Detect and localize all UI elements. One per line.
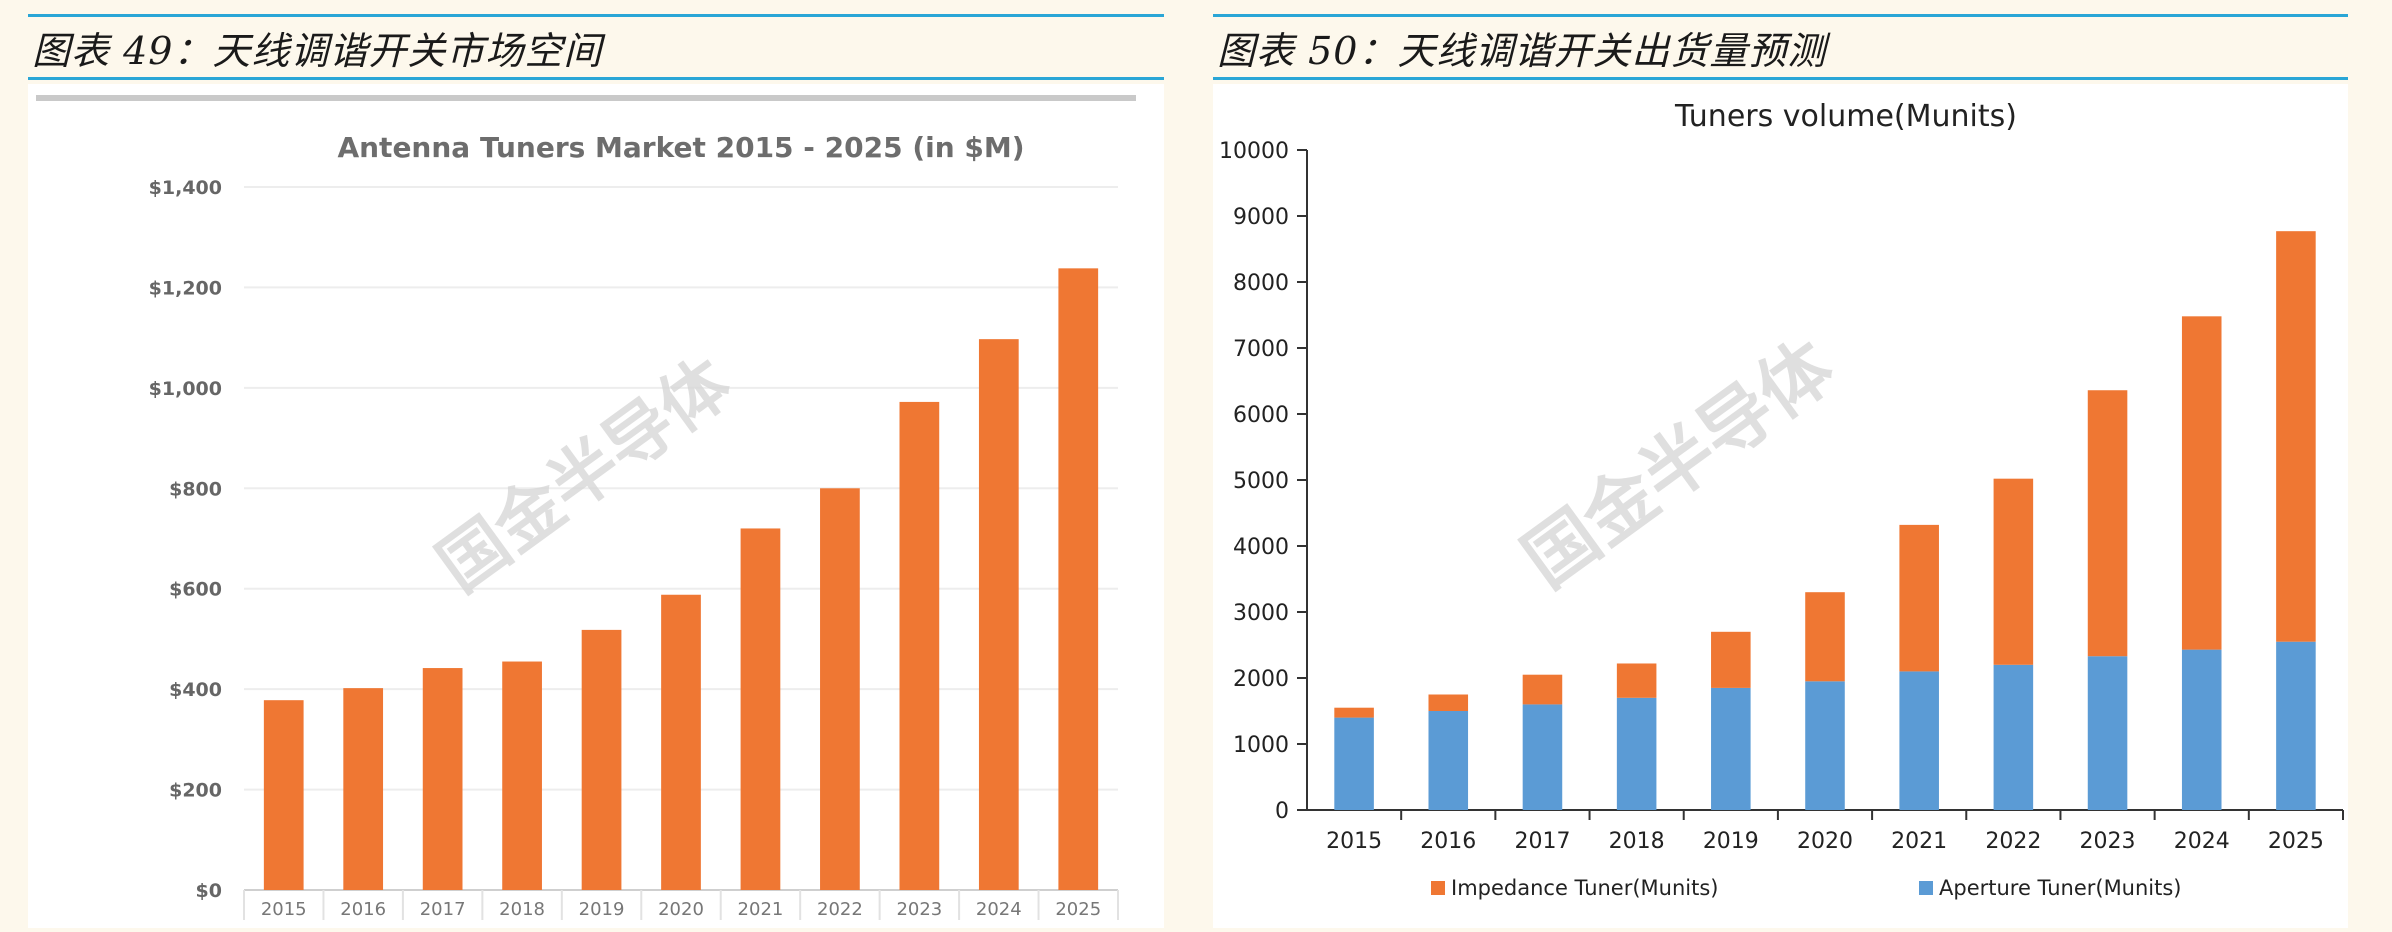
left-chart-panel: 图表 49：天线调谐开关市场空间 Antenna Tuners Market 2… xyxy=(28,0,1164,928)
bar-segment xyxy=(2276,641,2316,810)
y-tick-label: 9000 xyxy=(1233,205,1289,230)
bar-segment xyxy=(1993,664,2034,810)
x-tick-label: 2023 xyxy=(896,899,942,920)
watermark-text: 国金半导体 xyxy=(424,344,746,608)
x-tick-label: 2017 xyxy=(1514,829,1570,854)
antenna-tuners-market-chart: Antenna Tuners Market 2015 - 2025 (in $M… xyxy=(36,95,1136,920)
bar-segment xyxy=(1805,592,1845,682)
x-tick-label: 2019 xyxy=(1703,829,1759,854)
right-chart-panel: 图表 50：天线调谐开关出货量预测 Tuners volume(Munits) 0… xyxy=(1213,0,2348,928)
y-tick-label: $1,400 xyxy=(149,177,222,199)
chart-title: Antenna Tuners Market 2015 - 2025 (in $M… xyxy=(337,131,1024,164)
y-tick-label: 2000 xyxy=(1233,667,1289,692)
bar-segment xyxy=(2181,316,2222,650)
chart-title: Tuners volume(Munits) xyxy=(1674,99,2017,134)
bar xyxy=(581,629,622,890)
tuners-volume-chart: Tuners volume(Munits) 0 1000 2000 3000 4000 50… xyxy=(1219,99,2344,900)
x-tick-label: 2025 xyxy=(2268,829,2324,854)
bar-segment xyxy=(2087,390,2128,657)
bar-segment xyxy=(2181,649,2222,810)
bar xyxy=(343,688,384,890)
bar-segment xyxy=(1428,711,1469,810)
x-tick-label: 2017 xyxy=(420,899,466,920)
x-tick-label: 2022 xyxy=(817,899,863,920)
x-tick-label: 2024 xyxy=(976,899,1022,920)
legend-swatch xyxy=(1431,881,1445,895)
y-tick-label: 3000 xyxy=(1233,601,1289,626)
bar-segment xyxy=(1616,697,1657,810)
legend-swatch xyxy=(1919,881,1933,895)
y-tick-label: $200 xyxy=(169,780,222,802)
bar-segment xyxy=(1334,707,1374,718)
bar xyxy=(263,700,304,890)
watermark-text: 国金半导体 xyxy=(1508,324,1849,604)
x-tick-label: 2016 xyxy=(340,899,386,920)
bar xyxy=(422,668,463,890)
bar-segment xyxy=(1428,694,1469,711)
bar-segment xyxy=(1334,717,1374,810)
bar-segment xyxy=(1899,671,1939,810)
y-tick-label: 6000 xyxy=(1233,403,1289,428)
legend-label: Impedance Tuner(Munits) xyxy=(1451,876,1719,900)
bar xyxy=(820,488,860,890)
bar xyxy=(1058,268,1099,890)
bar-segment xyxy=(1522,704,1563,810)
x-tick-label: 2015 xyxy=(261,899,307,920)
left-panel-heading: 图表 49：天线调谐开关市场空间 xyxy=(28,14,1164,80)
x-tick-label: 2022 xyxy=(1985,829,2041,854)
bar-segment xyxy=(1616,663,1657,698)
y-tick-label: 0 xyxy=(1275,799,1289,824)
x-tick-label: 2021 xyxy=(738,899,784,920)
x-tick-label: 2020 xyxy=(1797,829,1853,854)
y-tick-label: 5000 xyxy=(1233,469,1289,494)
y-tick-label: $0 xyxy=(196,880,222,902)
y-tick-label: 4000 xyxy=(1233,535,1289,560)
bar xyxy=(899,401,940,890)
x-tick-label: 2019 xyxy=(579,899,625,920)
y-tick-label: 8000 xyxy=(1233,271,1289,296)
bar xyxy=(978,339,1019,890)
bar xyxy=(740,528,781,890)
legend-label: Aperture Tuner(Munits) xyxy=(1939,876,2182,900)
x-tick-label: 2021 xyxy=(1891,829,1947,854)
bar-segment xyxy=(1711,631,1751,688)
x-tick-label: 2024 xyxy=(2174,829,2230,854)
bar-segment xyxy=(1522,674,1563,705)
bar-segment xyxy=(1805,681,1845,810)
y-tick-label: 7000 xyxy=(1233,337,1289,362)
x-tick-label: 2020 xyxy=(658,899,704,920)
left-chart-area: Antenna Tuners Market 2015 - 2025 (in $M… xyxy=(28,84,1164,928)
right-panel-heading: 图表 50：天线调谐开关出货量预测 xyxy=(1213,14,2348,80)
x-tick-label: 2018 xyxy=(1609,829,1665,854)
y-tick-label: $1,200 xyxy=(149,277,222,299)
right-chart-area: Tuners volume(Munits) 0 1000 2000 3000 4000 50… xyxy=(1213,84,2348,928)
bar-segment xyxy=(2087,656,2128,810)
y-tick-label: 1000 xyxy=(1233,733,1289,758)
bar-segment xyxy=(1711,687,1751,810)
y-tick-label: $1,000 xyxy=(149,378,222,400)
x-tick-label: 2023 xyxy=(2080,829,2136,854)
x-tick-label: 2016 xyxy=(1420,829,1476,854)
x-tick-label: 2015 xyxy=(1326,829,1382,854)
bar xyxy=(661,594,701,890)
bar xyxy=(502,661,542,890)
y-tick-label: $400 xyxy=(169,679,222,701)
bar-segment xyxy=(1993,478,2034,665)
x-tick-label: 2018 xyxy=(499,899,545,920)
x-tick-label: 2025 xyxy=(1055,899,1101,920)
bar-segment xyxy=(2276,231,2316,642)
y-tick-label: 10000 xyxy=(1219,139,1289,164)
bar-segment xyxy=(1899,524,1939,672)
y-tick-label: $600 xyxy=(169,579,222,601)
y-tick-label: $800 xyxy=(169,478,222,500)
